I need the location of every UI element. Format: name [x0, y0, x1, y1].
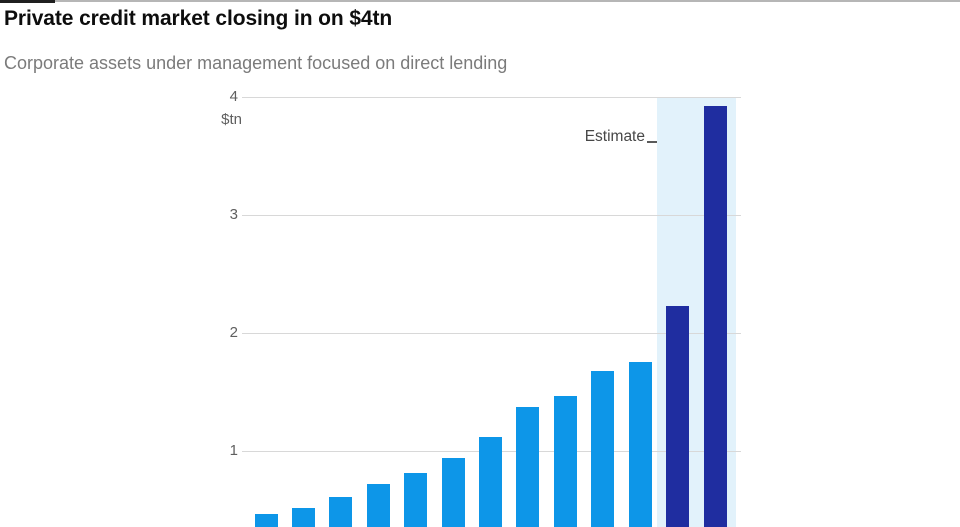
bar	[591, 370, 615, 527]
estimate-pointer-line	[647, 141, 657, 143]
y-axis-unit-label: $tn	[221, 111, 242, 128]
bar	[479, 436, 503, 527]
bar	[441, 457, 465, 527]
chart-subtitle: Corporate assets under management focuse…	[4, 53, 508, 73]
estimate-callout: Estimate	[585, 128, 657, 146]
top-rule-accent	[0, 0, 55, 3]
bar	[553, 396, 577, 527]
y-axis-tick-label: 3	[229, 205, 238, 223]
bar-estimate	[703, 106, 727, 527]
gridline	[242, 97, 741, 98]
bar	[404, 473, 428, 527]
top-rule	[0, 0, 960, 2]
chart-title: Private credit market closing in on $4tn	[4, 7, 393, 30]
y-axis-tick-label: 4	[229, 88, 238, 105]
bar	[254, 514, 278, 527]
bar	[516, 407, 540, 527]
bar	[366, 483, 390, 527]
y-axis-tick-label: 1	[229, 441, 238, 459]
bar	[329, 496, 353, 527]
gridline	[242, 214, 741, 216]
bar	[628, 362, 652, 527]
bar-estimate	[666, 305, 690, 527]
estimate-label: Estimate	[584, 128, 645, 145]
gridline	[242, 332, 741, 334]
y-axis-tick-label: 2	[229, 323, 238, 341]
bar	[291, 508, 315, 527]
